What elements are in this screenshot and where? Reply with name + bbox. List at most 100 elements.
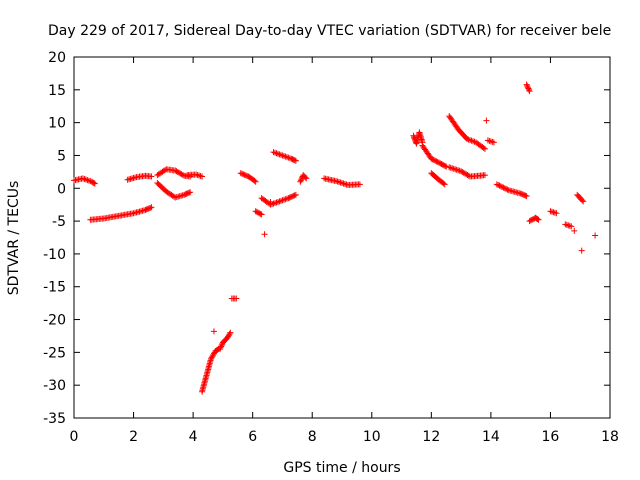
data-point bbox=[272, 200, 278, 207]
y-tick-label: -5 bbox=[52, 214, 66, 230]
data-marks bbox=[71, 81, 599, 395]
data-point bbox=[227, 329, 234, 336]
data-point bbox=[434, 159, 441, 166]
data-point bbox=[467, 137, 474, 144]
data-point bbox=[428, 155, 435, 162]
data-point bbox=[277, 197, 284, 204]
data-point bbox=[261, 231, 268, 238]
data-point bbox=[277, 151, 284, 158]
data-point bbox=[465, 172, 472, 179]
data-point bbox=[526, 86, 533, 93]
data-point bbox=[461, 170, 468, 177]
data-point bbox=[274, 198, 281, 205]
data-point bbox=[252, 178, 259, 185]
data-point bbox=[148, 173, 155, 180]
y-tick-label: 10 bbox=[48, 116, 66, 132]
data-point bbox=[79, 175, 86, 182]
data-point bbox=[464, 136, 471, 143]
plot-frame bbox=[73, 56, 611, 419]
data-point bbox=[441, 181, 448, 188]
y-tick-label: 0 bbox=[57, 181, 66, 197]
data-point bbox=[225, 332, 232, 339]
data-point bbox=[199, 173, 206, 180]
data-point bbox=[292, 191, 299, 198]
data-point bbox=[147, 204, 154, 211]
data-point bbox=[297, 178, 304, 185]
y-axis-label: SDTVAR / TECUs bbox=[6, 181, 22, 296]
data-point bbox=[524, 84, 531, 91]
x-axis-label: GPS time / hours bbox=[283, 460, 400, 476]
x-tick-label: 8 bbox=[308, 429, 317, 445]
data-point bbox=[571, 227, 578, 234]
data-point bbox=[273, 150, 280, 157]
data-point bbox=[280, 153, 287, 160]
data-point bbox=[526, 88, 533, 95]
chart-title: Day 229 of 2017, Sidereal Day-to-day VTE… bbox=[48, 23, 611, 39]
data-point bbox=[178, 171, 185, 178]
data-point bbox=[496, 182, 503, 189]
data-point bbox=[216, 346, 223, 353]
x-tick-label: 18 bbox=[601, 429, 619, 445]
data-point bbox=[500, 184, 507, 191]
data-point bbox=[242, 172, 249, 179]
data-point bbox=[82, 176, 89, 183]
y-tick-label: 15 bbox=[48, 83, 66, 99]
data-point bbox=[468, 137, 475, 144]
y-tick-label: 20 bbox=[48, 50, 66, 66]
data-point bbox=[497, 183, 504, 190]
data-point bbox=[208, 354, 215, 361]
data-point bbox=[91, 180, 98, 187]
data-point bbox=[356, 181, 363, 188]
data-point bbox=[481, 145, 488, 152]
data-point bbox=[224, 334, 231, 341]
data-point bbox=[267, 199, 274, 206]
data-point bbox=[534, 216, 541, 223]
data-point bbox=[568, 223, 575, 230]
x-tick-label: 16 bbox=[542, 429, 560, 445]
data-point bbox=[535, 216, 542, 223]
x-tick-label: 2 bbox=[129, 429, 138, 445]
data-point bbox=[148, 204, 155, 211]
data-point bbox=[440, 180, 447, 187]
data-point bbox=[251, 177, 258, 184]
data-point bbox=[592, 232, 599, 239]
data-point bbox=[465, 136, 472, 143]
data-point bbox=[460, 169, 467, 176]
data-point bbox=[283, 154, 290, 161]
data-point bbox=[303, 175, 310, 182]
data-point bbox=[210, 328, 217, 335]
data-point bbox=[90, 180, 97, 187]
data-point bbox=[433, 158, 440, 165]
data-point bbox=[274, 150, 281, 157]
y-tick-label: -20 bbox=[43, 313, 66, 329]
data-point bbox=[503, 185, 510, 192]
data-point bbox=[218, 342, 225, 349]
data-point bbox=[525, 85, 532, 92]
data-point bbox=[237, 170, 244, 177]
data-point bbox=[298, 176, 305, 183]
data-point bbox=[442, 162, 449, 169]
data-point bbox=[273, 199, 280, 206]
y-tick-label: -10 bbox=[43, 247, 66, 263]
data-point bbox=[430, 157, 437, 164]
data-point bbox=[495, 181, 502, 188]
data-point bbox=[480, 144, 487, 151]
y-tick-label: 5 bbox=[57, 148, 66, 164]
data-point bbox=[282, 196, 289, 203]
data-point bbox=[244, 172, 251, 179]
data-point bbox=[258, 211, 265, 218]
data-point bbox=[432, 157, 439, 164]
data-point bbox=[257, 210, 264, 217]
data-point bbox=[285, 154, 292, 161]
data-point bbox=[217, 344, 224, 351]
data-point bbox=[210, 350, 217, 357]
data-point bbox=[499, 183, 506, 190]
data-point bbox=[233, 295, 240, 302]
x-tick-label: 12 bbox=[422, 429, 440, 445]
data-point bbox=[226, 330, 233, 337]
data-point bbox=[553, 210, 560, 217]
y-tick-label: -25 bbox=[43, 345, 66, 361]
data-point bbox=[209, 353, 216, 360]
data-point bbox=[272, 149, 278, 156]
data-point bbox=[443, 163, 450, 170]
